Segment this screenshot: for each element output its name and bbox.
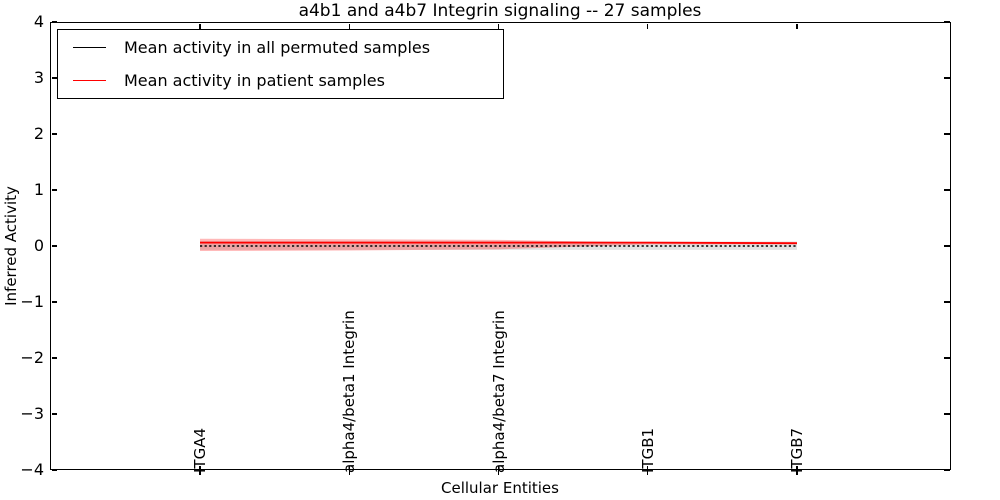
y-tick-mark-left	[51, 77, 57, 79]
y-tick-mark-right	[944, 133, 950, 135]
y-tick-mark-right	[944, 357, 950, 359]
legend-row: Mean activity in patient samples	[58, 64, 503, 97]
y-tick-mark-left	[51, 21, 57, 23]
y-tick-label: −2	[20, 348, 44, 367]
legend-label: Mean activity in patient samples	[124, 71, 385, 90]
x-tick-mark-top	[199, 23, 201, 29]
x-tick-mark-bottom	[348, 465, 350, 475]
chart-title: a4b1 and a4b7 Integrin signaling -- 27 s…	[298, 1, 702, 21]
y-tick-label: 4	[33, 12, 44, 31]
y-tick-mark-right	[944, 245, 950, 247]
y-tick-label: −4	[20, 460, 44, 479]
y-tick-mark-left	[51, 245, 57, 247]
series-line	[200, 241, 798, 245]
legend-row: Mean activity in all permuted samples	[58, 31, 503, 64]
x-tick-mark-top	[647, 23, 649, 29]
y-tick-mark-right	[944, 469, 950, 471]
x-tick-mark-bottom	[497, 465, 500, 475]
y-tick-mark-left	[51, 301, 57, 303]
y-tick-mark-left	[51, 133, 57, 135]
x-tick-mark-top	[348, 23, 350, 29]
x-axis-label: Cellular Entities	[441, 479, 559, 497]
y-tick-label: −1	[20, 292, 44, 311]
y-tick-label: 2	[33, 124, 44, 143]
y-tick-mark-left	[51, 469, 57, 471]
legend: Mean activity in all permuted samples Mea…	[57, 29, 504, 99]
y-tick-mark-left	[51, 413, 57, 415]
y-tick-mark-left	[51, 189, 57, 191]
y-tick-label: 1	[33, 180, 44, 199]
y-tick-mark-left	[51, 357, 57, 359]
y-tick-label: 3	[33, 68, 44, 87]
legend-line-swatch	[73, 80, 106, 81]
y-tick-label: −3	[20, 404, 44, 423]
legend-line-swatch	[73, 47, 106, 48]
y-tick-mark-right	[944, 301, 950, 303]
y-tick-mark-right	[944, 413, 950, 415]
x-tick-mark-top	[796, 23, 798, 29]
y-tick-mark-right	[944, 21, 950, 23]
x-tick-mark-top	[497, 23, 500, 29]
x-tick-mark-bottom	[199, 465, 201, 475]
y-tick-mark-right	[944, 77, 950, 79]
x-tick-mark-bottom	[796, 465, 798, 475]
y-tick-mark-right	[944, 189, 950, 191]
y-tick-label: 0	[33, 236, 44, 255]
legend-label: Mean activity in all permuted samples	[124, 38, 431, 57]
x-tick-mark-bottom	[647, 465, 649, 475]
